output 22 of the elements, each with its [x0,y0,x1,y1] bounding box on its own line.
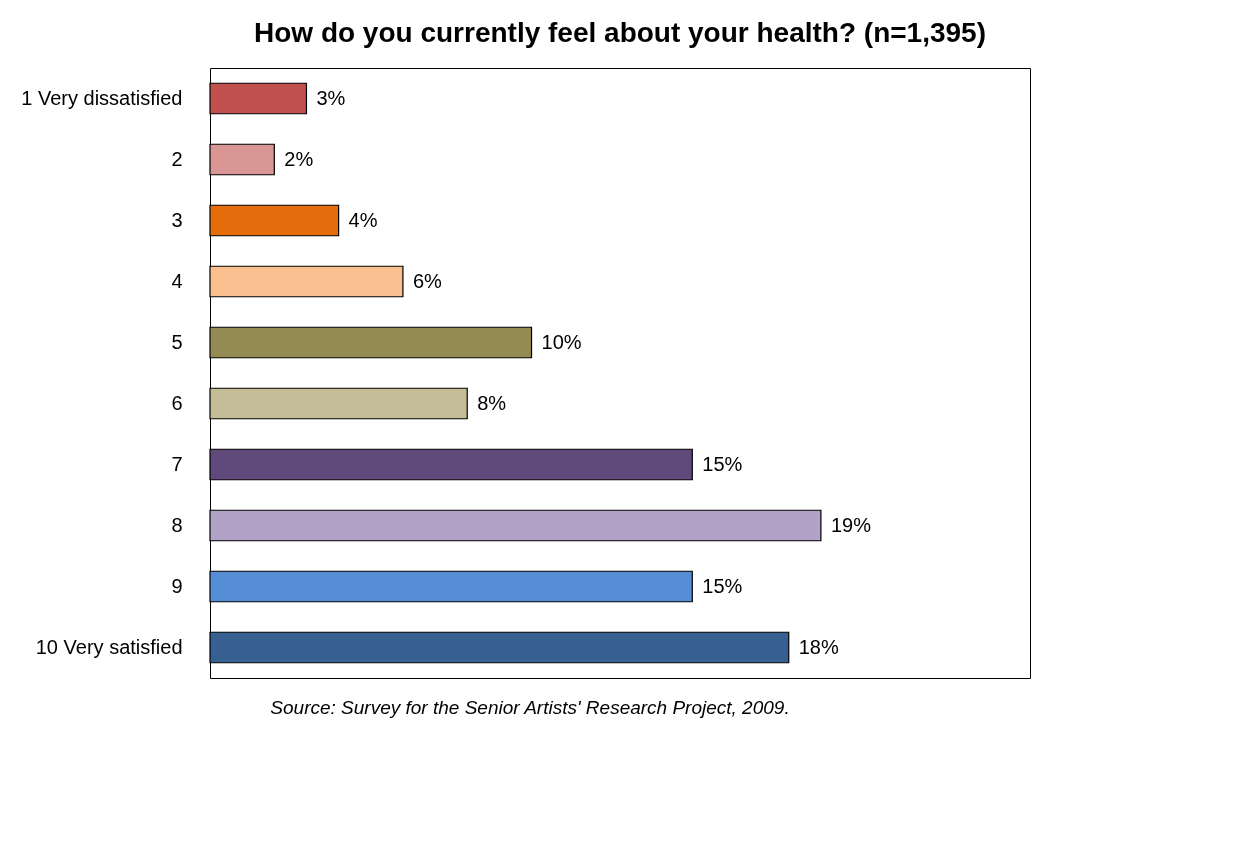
source-note: Source: Survey for the Senior Artists' Research Project, 2009. [270,697,790,718]
data-label: 19% [830,513,872,536]
y-tick-label: 1 Very dissatisfied [21,86,183,109]
data-label: 2% [284,147,314,170]
y-tick-label: 6 [171,391,183,414]
data-label: 3% [316,86,346,109]
y-tick-label: 7 [171,452,183,475]
data-label: 8% [477,391,507,414]
y-tick-label: 10 Very satisfied [35,635,183,658]
data-label: 15% [702,574,743,597]
y-tick-label: 9 [171,574,183,597]
data-label: 6% [412,269,443,292]
y-tick-label: 3 [171,208,183,231]
data-label: 15% [702,452,743,475]
y-tick-label: 4 [171,269,183,292]
data-label: 4% [348,208,378,231]
y-tick-label: 5 [171,330,183,353]
y-tick-label: 8 [171,513,183,536]
data-label: 10% [541,330,582,353]
chart-title: How do you currently feel about your health? (n=1,395) [253,17,987,48]
y-tick-label: 2 [171,147,183,170]
data-label: 18% [798,635,839,658]
